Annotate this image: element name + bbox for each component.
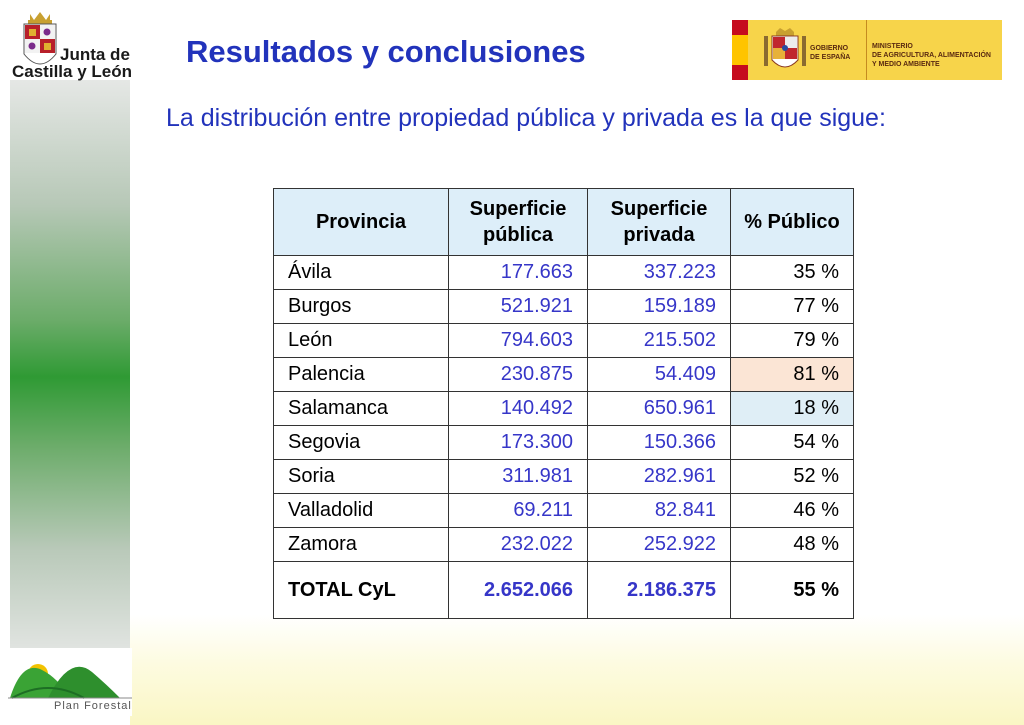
gobierno-espana-logo: GOBIERNO DE ESPAÑA MINISTERIO DE AGRICUL… bbox=[732, 20, 1002, 80]
cell-publica: 177.663 bbox=[448, 255, 588, 290]
cell-publica: 69.211 bbox=[448, 493, 588, 528]
table-total-row: TOTAL CyL 2.652.066 2.186.375 55 % bbox=[273, 561, 854, 619]
cell-privada: 650.961 bbox=[587, 391, 731, 426]
ministerio-text: MINISTERIO DE AGRICULTURA, ALIMENTACIÓN … bbox=[872, 43, 991, 68]
cell-provincia: León bbox=[273, 323, 449, 358]
table-row: Palencia 230.875 54.409 81 % bbox=[273, 357, 854, 392]
cell-publica: 311.981 bbox=[448, 459, 588, 494]
total-pct: 55 % bbox=[730, 561, 854, 619]
cell-privada: 54.409 bbox=[587, 357, 731, 392]
cell-provincia: Palencia bbox=[273, 357, 449, 392]
cell-privada: 337.223 bbox=[587, 255, 731, 290]
gobierno-logo-panel: GOBIERNO DE ESPAÑA MINISTERIO DE AGRICUL… bbox=[748, 20, 1002, 80]
page-title: Resultados y conclusiones bbox=[186, 34, 586, 69]
cell-pct: 35 % bbox=[730, 255, 854, 290]
header-superficie-privada: Superficie privada bbox=[587, 188, 731, 256]
cell-privada: 215.502 bbox=[587, 323, 731, 358]
cell-pct: 52 % bbox=[730, 459, 854, 494]
gobierno-separator bbox=[866, 20, 867, 80]
cell-pct: 54 % bbox=[730, 425, 854, 460]
cell-pct: 77 % bbox=[730, 289, 854, 324]
table-row: Zamora 232.022 252.922 48 % bbox=[273, 527, 854, 562]
total-provincia: TOTAL CyL bbox=[273, 561, 449, 619]
total-privada: 2.186.375 bbox=[587, 561, 731, 619]
plan-forestal-logo: Plan Forestal bbox=[8, 648, 132, 716]
cell-provincia: Segovia bbox=[273, 425, 449, 460]
crest-icon bbox=[23, 12, 57, 65]
cell-provincia: Zamora bbox=[273, 527, 449, 562]
header-provincia: Provincia bbox=[273, 188, 449, 256]
cell-publica: 521.921 bbox=[448, 289, 588, 324]
table-row: Burgos 521.921 159.189 77 % bbox=[273, 289, 854, 324]
table-row: León 794.603 215.502 79 % bbox=[273, 323, 854, 358]
cell-publica: 232.022 bbox=[448, 527, 588, 562]
cell-pct-max-highlight: 81 % bbox=[730, 357, 854, 392]
cell-publica: 140.492 bbox=[448, 391, 588, 426]
total-publica: 2.652.066 bbox=[448, 561, 588, 619]
cell-privada: 150.366 bbox=[587, 425, 731, 460]
cell-provincia: Salamanca bbox=[273, 391, 449, 426]
ownership-table: Provincia Superficie pública Superficie … bbox=[273, 188, 854, 619]
jcyl-logo-line1: Junta de bbox=[60, 45, 130, 64]
header-pct-publico: % Público bbox=[730, 188, 854, 256]
table-row: Segovia 173.300 150.366 54 % bbox=[273, 425, 854, 460]
cell-provincia: Soria bbox=[273, 459, 449, 494]
cell-pct: 48 % bbox=[730, 527, 854, 562]
spain-flag-icon bbox=[732, 20, 748, 80]
cell-pct: 46 % bbox=[730, 493, 854, 528]
gobierno-text: GOBIERNO DE ESPAÑA bbox=[810, 45, 851, 61]
cell-provincia: Burgos bbox=[273, 289, 449, 324]
cell-pct-min-highlight: 18 % bbox=[730, 391, 854, 426]
cell-publica: 230.875 bbox=[448, 357, 588, 392]
junta-castilla-leon-logo: Junta de Castilla y León bbox=[8, 8, 132, 80]
jcyl-logo-line2: Castilla y León bbox=[12, 62, 132, 81]
table-row: Soria 311.981 282.961 52 % bbox=[273, 459, 854, 494]
cell-privada: 82.841 bbox=[587, 493, 731, 528]
coat-of-arms-icon bbox=[764, 28, 806, 68]
cell-privada: 282.961 bbox=[587, 459, 731, 494]
table-header-row: Provincia Superficie pública Superficie … bbox=[273, 188, 854, 256]
page-subtitle: La distribución entre propiedad pública … bbox=[166, 104, 886, 132]
header-superficie-publica: Superficie pública bbox=[448, 188, 588, 256]
cell-privada: 159.189 bbox=[587, 289, 731, 324]
table-row: Valladolid 69.211 82.841 46 % bbox=[273, 493, 854, 528]
background-footer-glow bbox=[130, 615, 1024, 725]
table-row: Ávila 177.663 337.223 35 % bbox=[273, 255, 854, 290]
cell-pct: 79 % bbox=[730, 323, 854, 358]
plan-forestal-mark-icon bbox=[8, 664, 132, 699]
cell-publica: 173.300 bbox=[448, 425, 588, 460]
table-row: Salamanca 140.492 650.961 18 % bbox=[273, 391, 854, 426]
cell-publica: 794.603 bbox=[448, 323, 588, 358]
cell-privada: 252.922 bbox=[587, 527, 731, 562]
sidebar-decorative-stripe bbox=[10, 78, 130, 653]
jcyl-logo-text: Junta de Castilla y León bbox=[12, 46, 134, 80]
plan-forestal-text: Plan Forestal bbox=[54, 700, 132, 712]
cell-provincia: Ávila bbox=[273, 255, 449, 290]
cell-provincia: Valladolid bbox=[273, 493, 449, 528]
